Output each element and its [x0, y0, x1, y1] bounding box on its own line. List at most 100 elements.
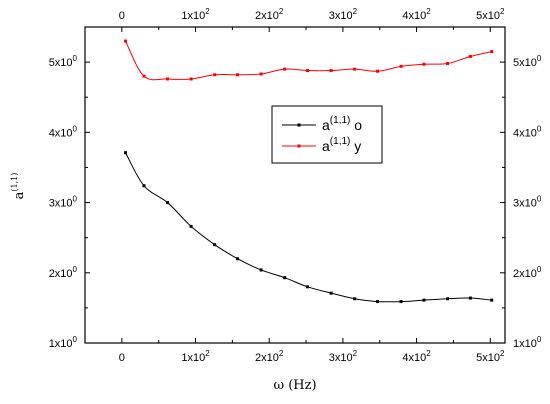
- data-point: [399, 64, 403, 68]
- legend-label-o-suffix: o: [350, 117, 362, 133]
- y-tick-label-right-1: 2x100: [513, 265, 542, 280]
- x-tick-label-top-5-sup: 2: [500, 7, 505, 16]
- y-tick-label-left-2: 3x100: [49, 195, 78, 210]
- x-tick-label-bottom-4-base: 4x10: [402, 352, 426, 364]
- y-tick-label-left-3-sup: 0: [73, 124, 78, 133]
- y-tick-label-left-3-base: 4x10: [49, 127, 73, 139]
- y-tick-label-left-0: 1x100: [49, 335, 78, 350]
- x-tick-label-bottom-5: 5x102: [476, 349, 505, 364]
- data-point: [283, 67, 287, 71]
- data-point: [468, 296, 472, 300]
- x-tick-label-bottom-3-base: 3x10: [329, 352, 353, 364]
- y-tick-label-right-2-sup: 0: [537, 195, 542, 204]
- data-point: [468, 54, 472, 58]
- data-point: [213, 73, 217, 77]
- series-line-1: [125, 40, 492, 81]
- x-tick-label-bottom-0: 0: [119, 352, 125, 364]
- series-0: [124, 151, 494, 304]
- x-tick-label-top-2-sup: 2: [279, 7, 284, 16]
- y-tick-label-right-1-sup: 0: [537, 265, 542, 274]
- axis-tick-labels: 001x1021x1022x1022x1023x1023x1024x1024x1…: [49, 7, 542, 364]
- x-tick-label-bottom-1: 1x102: [181, 349, 210, 364]
- y-tick-label-right-4-sup: 0: [537, 54, 542, 63]
- y-tick-label-left-1-base: 2x10: [49, 268, 73, 280]
- data-point: [490, 298, 494, 302]
- y-tick-label-right-0: 1x100: [513, 335, 542, 350]
- y-tick-label-right-2: 3x100: [513, 195, 542, 210]
- x-tick-label-bottom-2: 2x102: [255, 349, 284, 364]
- data-point: [446, 62, 450, 66]
- data-point: [376, 300, 380, 304]
- data-point: [399, 300, 403, 304]
- data-point: [166, 77, 170, 81]
- data-point: [142, 74, 146, 78]
- data-point: [142, 184, 146, 188]
- y-tick-label-left-4-sup: 0: [73, 54, 78, 63]
- x-tick-label-bottom-1-base: 1x10: [181, 352, 205, 364]
- x-tick-label-top-3-base: 3x10: [329, 10, 353, 22]
- data-point: [306, 69, 310, 73]
- x-tick-label-top-2: 2x102: [255, 7, 284, 22]
- x-tick-label-top-1-sup: 2: [205, 7, 210, 16]
- data-point: [446, 297, 450, 301]
- data-point: [422, 62, 426, 66]
- x-tick-label-bottom-2-sup: 2: [279, 349, 284, 358]
- legend-label-y-suffix: y: [350, 138, 361, 154]
- legend-label-y-sup: (1,1): [330, 136, 351, 147]
- data-point: [353, 297, 357, 301]
- data-point: [329, 69, 333, 73]
- data-point: [259, 268, 263, 272]
- x-tick-label-top-0-base: 0: [119, 10, 125, 22]
- y-tick-label-right-0-base: 1x10: [513, 338, 537, 350]
- legend-label-y: a(1,1) y: [322, 136, 361, 154]
- series-1: [124, 39, 494, 81]
- legend-marker-y: [297, 144, 301, 148]
- y-axis-title: a(1,1): [10, 173, 27, 200]
- data-point: [353, 67, 357, 71]
- y-axis-title-main: a: [12, 191, 27, 199]
- legend-label-o: a(1,1) o: [322, 115, 362, 133]
- data-point: [376, 69, 380, 73]
- x-tick-label-bottom-4-sup: 2: [426, 349, 431, 358]
- data-point: [189, 224, 193, 228]
- y-tick-label-right-3-base: 4x10: [513, 127, 537, 139]
- plot-frame: [84, 26, 506, 344]
- y-tick-label-left-4-base: 5x10: [49, 57, 73, 69]
- x-tick-label-top-0: 0: [119, 10, 125, 22]
- data-point: [236, 73, 240, 77]
- x-tick-label-top-4: 4x102: [402, 7, 431, 22]
- x-tick-label-bottom-3: 3x102: [329, 349, 358, 364]
- y-tick-label-right-4: 5x100: [513, 54, 542, 69]
- x-tick-label-top-4-base: 4x10: [402, 10, 426, 22]
- y-tick-label-left-1-sup: 0: [73, 265, 78, 274]
- y-tick-label-left-2-sup: 0: [73, 195, 78, 204]
- y-tick-label-left-1: 2x100: [49, 265, 78, 280]
- data-point: [124, 151, 128, 155]
- y-tick-label-right-4-base: 5x10: [513, 57, 537, 69]
- data-point: [306, 285, 310, 289]
- x-tick-label-top-5-base: 5x10: [476, 10, 500, 22]
- data-point: [166, 201, 170, 205]
- y-tick-label-right-1-base: 2x10: [513, 268, 537, 280]
- y-tick-label-right-2-base: 3x10: [513, 198, 537, 210]
- data-point: [490, 50, 494, 54]
- x-tick-label-top-4-sup: 2: [426, 7, 431, 16]
- legend-label-y-main: a: [322, 138, 330, 154]
- data-point: [283, 276, 287, 280]
- x-tick-label-bottom-5-base: 5x10: [476, 352, 500, 364]
- legend-marker-o: [297, 123, 301, 127]
- data-point: [329, 291, 333, 295]
- y-axis-title-sup: (1,1): [10, 173, 19, 192]
- legend: a(1,1) o a(1,1) y: [271, 105, 383, 164]
- y-tick-label-right-3-sup: 0: [537, 124, 542, 133]
- legend-label-o-sup: (1,1): [330, 115, 351, 126]
- data-point: [422, 298, 426, 302]
- data-point: [259, 72, 263, 76]
- y-tick-label-right-0-sup: 0: [537, 335, 542, 344]
- x-tick-label-top-5: 5x102: [476, 7, 505, 22]
- legend-label-o-main: a: [322, 117, 330, 133]
- x-tick-label-top-3-sup: 2: [353, 7, 358, 16]
- y-tick-label-left-2-base: 3x10: [49, 198, 73, 210]
- data-point: [124, 39, 128, 43]
